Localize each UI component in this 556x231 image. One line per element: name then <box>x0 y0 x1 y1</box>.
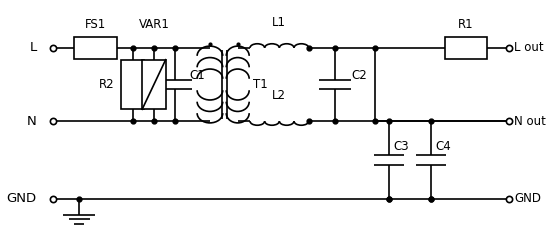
Text: L1: L1 <box>272 16 286 29</box>
Text: L out: L out <box>514 41 544 54</box>
Bar <box>121 60 145 109</box>
Bar <box>142 60 166 109</box>
Text: VAR1: VAR1 <box>138 18 170 31</box>
Text: FS1: FS1 <box>85 18 106 31</box>
Text: L: L <box>29 41 37 54</box>
Text: C3: C3 <box>393 140 409 153</box>
Text: C4: C4 <box>436 140 451 153</box>
Bar <box>445 37 488 59</box>
Text: N: N <box>27 115 37 128</box>
Text: C1: C1 <box>189 69 205 82</box>
Text: L2: L2 <box>272 89 286 102</box>
Text: C2: C2 <box>351 69 367 82</box>
Text: GND: GND <box>6 192 37 205</box>
Text: GND: GND <box>514 192 541 205</box>
Text: R1: R1 <box>458 18 474 31</box>
Bar <box>74 37 117 59</box>
Text: N out: N out <box>514 115 546 128</box>
Text: R2: R2 <box>100 78 115 91</box>
Text: T1: T1 <box>252 78 267 91</box>
